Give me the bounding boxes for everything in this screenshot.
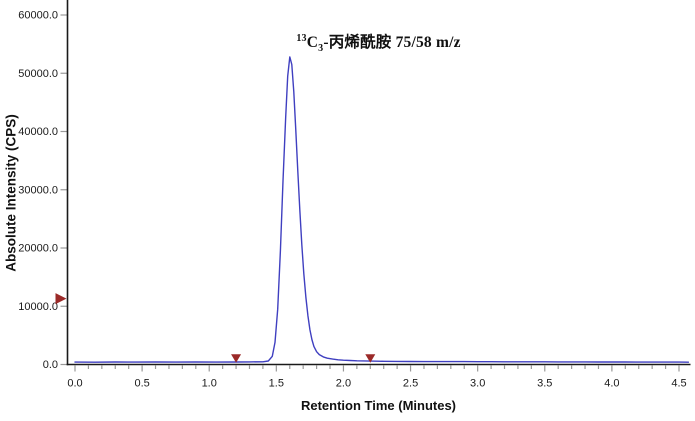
chart-title-superscript: 13 xyxy=(296,32,307,44)
chart-title-text: -丙烯酰胺 75/58 m/z xyxy=(323,34,461,51)
y-axis-title: Absolute Intensity (CPS) xyxy=(3,114,19,272)
y-tick-label: 50000.0 xyxy=(18,68,58,80)
baseline-time-marker xyxy=(231,354,242,363)
x-tick-label: 0.0 xyxy=(67,378,82,390)
x-tick-label: 1.5 xyxy=(269,378,284,390)
x-tick-label: 1.0 xyxy=(202,378,217,390)
y-axis-arrow-marker xyxy=(55,293,67,305)
y-tick-label: 30000.0 xyxy=(18,184,58,196)
x-axis-title: Retention Time (Minutes) xyxy=(300,398,457,413)
y-tick-label: 40000.0 xyxy=(18,126,58,138)
x-axis-ticks: 0.0 0.5 1.0 1.5 2.0 2.5 3.0 3.5 4.0 4.5 xyxy=(67,365,687,390)
y-tick-label: 60000.0 xyxy=(18,10,58,22)
chart-title: 13C3-丙烯酰胺 75/58 m/z xyxy=(67,30,690,54)
x-tick-label: 3.5 xyxy=(537,378,552,390)
x-tick-label: 4.5 xyxy=(671,378,686,390)
chart-title-element: C xyxy=(306,34,319,51)
x-tick-label: 2.0 xyxy=(336,378,351,390)
y-tick-label: 10000.0 xyxy=(18,301,58,313)
chart-title-subscript: 3 xyxy=(318,43,324,55)
x-tick-label: 2.5 xyxy=(403,378,418,390)
signal-trace xyxy=(74,56,690,363)
baseline-time-marker xyxy=(365,354,376,363)
signal-line xyxy=(74,56,690,363)
y-tick-label: 0.0 xyxy=(43,359,58,371)
x-tick-label: 3.0 xyxy=(470,378,485,390)
axis-lines xyxy=(66,0,691,366)
y-tick-label: 20000.0 xyxy=(18,243,58,255)
y-axis-ticks: 0.0 10000.0 20000.0 30000.0 40000.0 50000.0 60… xyxy=(18,10,67,371)
peak-markers xyxy=(55,293,376,363)
x-tick-label: 4.0 xyxy=(604,378,619,390)
x-tick-label: 0.5 xyxy=(134,378,149,390)
